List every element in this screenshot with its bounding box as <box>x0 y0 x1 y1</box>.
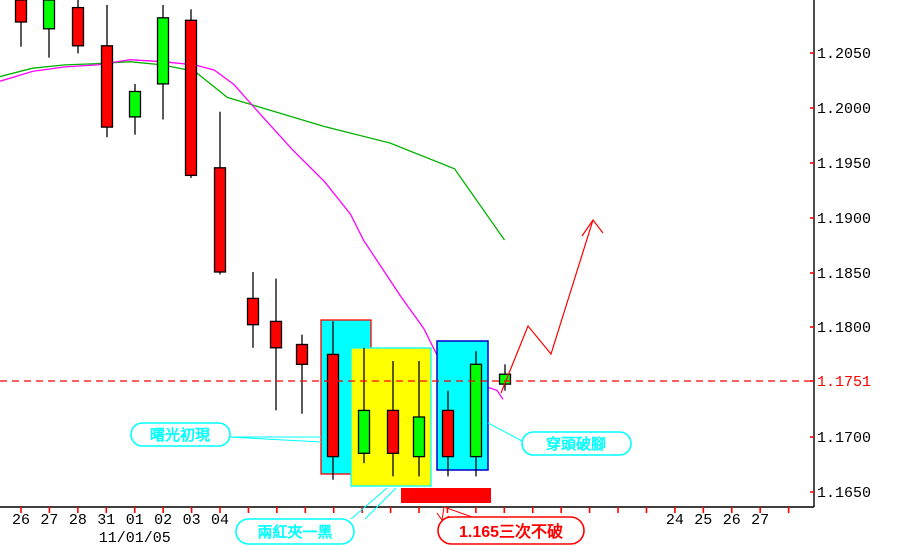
svg-text:1.2000: 1.2000 <box>817 101 871 118</box>
svg-text:1.1650: 1.1650 <box>817 485 871 502</box>
svg-text:1.1900: 1.1900 <box>817 211 871 228</box>
svg-text:曙光初現: 曙光初現 <box>150 426 210 444</box>
svg-text:1.165三次不破: 1.165三次不破 <box>459 522 563 541</box>
svg-text:04: 04 <box>211 512 229 529</box>
svg-text:03: 03 <box>183 512 201 529</box>
svg-text:兩紅夾一黑: 兩紅夾一黑 <box>257 523 332 541</box>
svg-text:27: 27 <box>751 512 769 529</box>
svg-text:1.1751: 1.1751 <box>817 374 871 391</box>
svg-text:1.1850: 1.1850 <box>817 266 871 283</box>
svg-text:02: 02 <box>154 512 172 529</box>
svg-text:27: 27 <box>40 512 58 529</box>
svg-text:25: 25 <box>694 512 712 529</box>
svg-text:31: 31 <box>97 512 115 529</box>
svg-text:24: 24 <box>666 512 684 529</box>
svg-text:穿頭破腳: 穿頭破腳 <box>546 435 606 453</box>
svg-text:1.2050: 1.2050 <box>817 46 871 63</box>
svg-text:26: 26 <box>12 512 30 529</box>
svg-text:26: 26 <box>723 512 741 529</box>
svg-text:11/01/05: 11/01/05 <box>99 530 171 546</box>
svg-text:1.1800: 1.1800 <box>817 320 871 337</box>
svg-text:1.1700: 1.1700 <box>817 430 871 447</box>
svg-text:28: 28 <box>69 512 87 529</box>
svg-text:01: 01 <box>126 512 144 529</box>
svg-text:1.1950: 1.1950 <box>817 156 871 173</box>
